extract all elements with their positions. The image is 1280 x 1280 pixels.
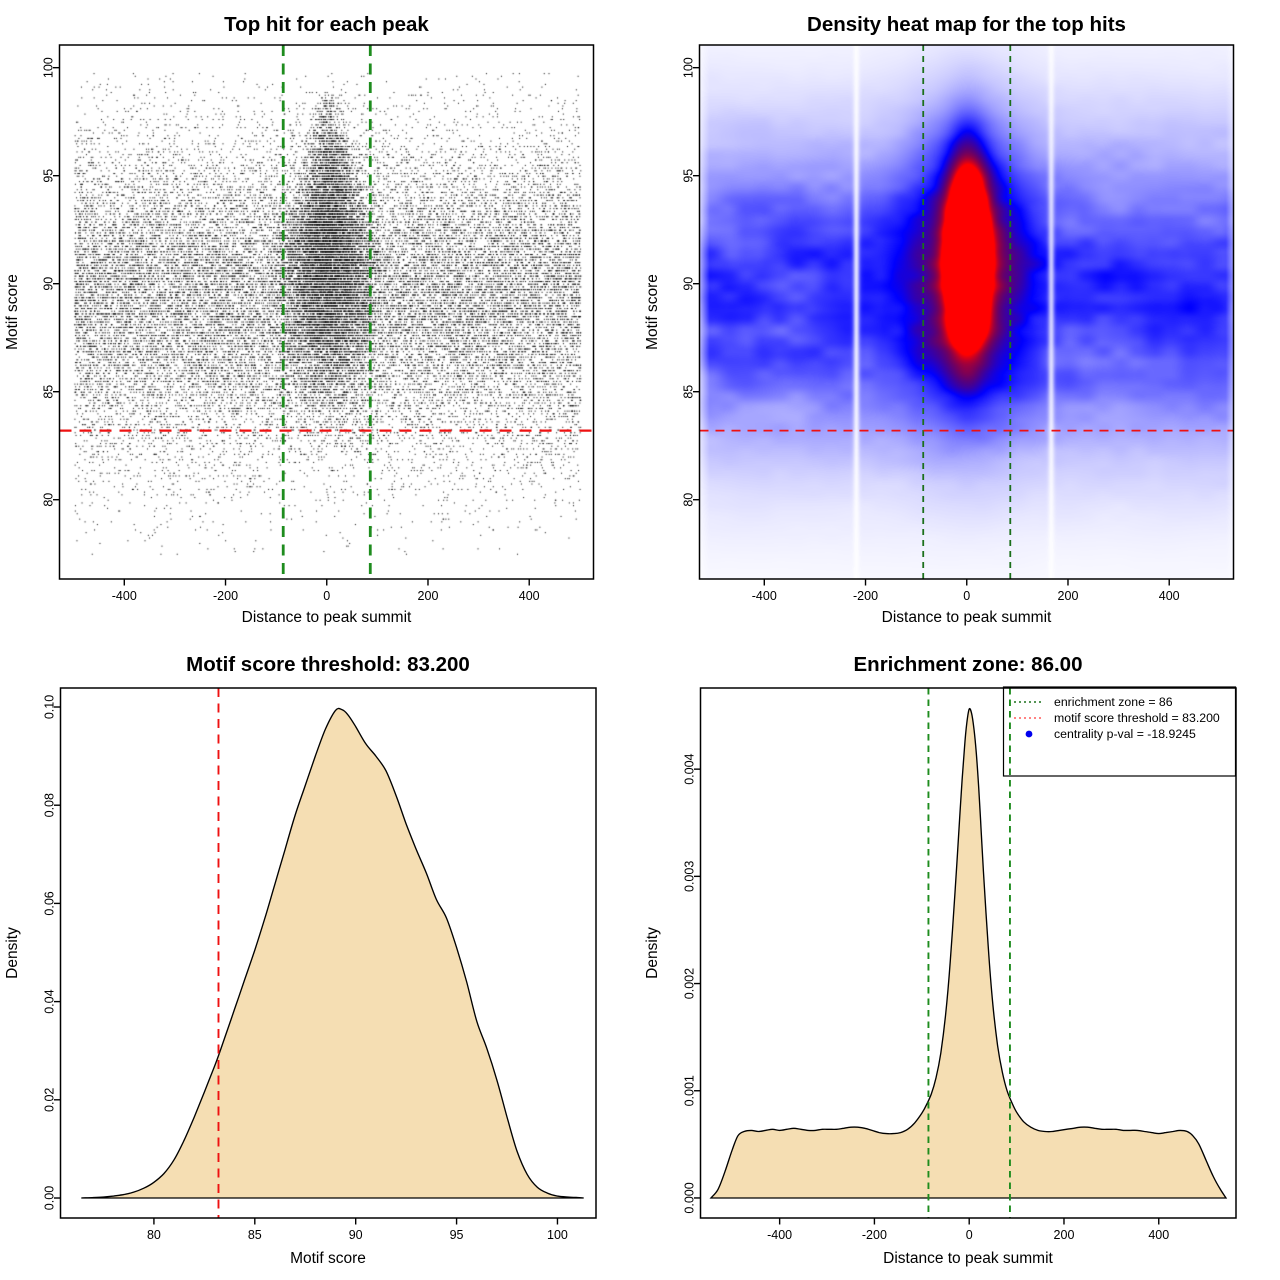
y-tick-label: 95 <box>682 169 696 183</box>
x-tick-label: 200 <box>1058 589 1079 603</box>
x-tick-label: 400 <box>1159 589 1180 603</box>
x-axis-label: Distance to peak summit <box>882 609 1052 626</box>
x-tick-label: 80 <box>147 1228 161 1242</box>
x-tick-label: -400 <box>767 1228 792 1242</box>
x-tick-label: 100 <box>547 1228 568 1242</box>
plot-border <box>58 44 595 580</box>
legend-item-label: centrality p-val = -18.9245 <box>1054 727 1196 741</box>
x-axis: 80 85 90 95 100 <box>147 1218 568 1242</box>
x-tick-label: -200 <box>213 589 238 603</box>
y-tick-label: 0.003 <box>683 861 697 892</box>
x-tick-label: 400 <box>519 589 540 603</box>
density-heatmap-canvas <box>699 45 1234 579</box>
x-axis: -400 -200 0 200 400 <box>767 1218 1169 1242</box>
legend-item-label: enrichment zone = 86 <box>1054 695 1173 709</box>
y-tick-label: 90 <box>42 277 56 291</box>
x-tick-label: 0 <box>963 589 970 603</box>
y-tick-label: 0.001 <box>683 1075 697 1106</box>
panel-title: Density heat map for the top hits <box>807 13 1126 36</box>
x-tick-label: 200 <box>1054 1228 1075 1242</box>
score-density-svg: Motif score threshold: 83.200 Motif scor… <box>4 653 597 1267</box>
y-tick-label: 0.002 <box>683 968 697 999</box>
y-tick-label: 80 <box>42 493 56 507</box>
y-tick-label: 0.08 <box>43 793 57 817</box>
y-axis-label: Motif score <box>644 274 661 350</box>
x-tick-label: 95 <box>450 1228 464 1242</box>
panel-title: Top hit for each peak <box>224 13 429 36</box>
x-axis: -400 -200 0 200 400 <box>112 579 540 603</box>
x-tick-label: -400 <box>112 589 137 603</box>
y-tick-label: 95 <box>42 169 56 183</box>
plot-border <box>698 44 1235 580</box>
y-axis: 80 85 90 95 100 <box>682 57 700 507</box>
y-tick-label: 90 <box>682 277 696 291</box>
y-axis-label: Density <box>644 927 661 979</box>
x-tick-label: 90 <box>349 1228 363 1242</box>
y-tick-label: 85 <box>42 385 56 399</box>
plot-border <box>699 687 1237 1219</box>
y-tick-label: 0.00 <box>43 1186 57 1210</box>
y-tick-label: 0.04 <box>43 989 57 1013</box>
y-axis-label: Motif score <box>4 274 21 350</box>
x-tick-label: 0 <box>966 1228 973 1242</box>
legend-item-label: motif score threshold = 83.200 <box>1054 711 1220 725</box>
y-axis: 80 85 90 95 100 <box>42 57 60 507</box>
y-tick-label: 100 <box>682 57 696 78</box>
x-tick-label: -400 <box>752 589 777 603</box>
scatter-points-canvas <box>59 45 594 579</box>
heatmap-panel: Density heat map for the top hits Distan… <box>640 0 1280 640</box>
distance-density-panel: Enrichment zone: 86.00 Distance to peak … <box>640 640 1280 1280</box>
density-curve <box>81 707 584 1199</box>
x-axis-label: Distance to peak summit <box>242 609 412 626</box>
x-tick-label: 0 <box>323 589 330 603</box>
panel-title: Motif score threshold: 83.200 <box>186 653 470 676</box>
y-tick-label: 0.000 <box>683 1182 697 1213</box>
y-axis: 0.000 0.001 0.002 0.003 0.004 <box>683 753 701 1214</box>
legend-box <box>1002 686 1237 777</box>
y-tick-label: 80 <box>682 493 696 507</box>
y-axis-label: Density <box>4 927 21 979</box>
legend-dot-sample <box>1025 730 1033 738</box>
legend: enrichment zone = 86 motif score threshol… <box>1002 686 1237 777</box>
x-axis: -400 -200 0 200 400 <box>752 579 1180 603</box>
y-axis: 0.00 0.02 0.04 0.06 0.08 0.10 <box>43 695 61 1210</box>
y-tick-label: 0.004 <box>683 753 697 784</box>
x-tick-label: -200 <box>853 589 878 603</box>
x-tick-label: 200 <box>418 589 439 603</box>
distance-density-svg: Enrichment zone: 86.00 Distance to peak … <box>644 653 1237 1267</box>
y-tick-label: 85 <box>682 385 696 399</box>
y-tick-label: 0.10 <box>43 695 57 719</box>
x-axis-label: Distance to peak summit <box>883 1250 1053 1267</box>
density-curve <box>709 707 1228 1199</box>
panel-title: Enrichment zone: 86.00 <box>854 653 1083 676</box>
x-tick-label: 85 <box>248 1228 262 1242</box>
x-axis-label: Motif score <box>290 1250 366 1267</box>
y-tick-label: 0.06 <box>43 891 57 915</box>
y-tick-label: 100 <box>42 57 56 78</box>
score-density-panel: Motif score threshold: 83.200 Motif scor… <box>0 640 640 1280</box>
scatter-axes-svg: Top hit for each peak Distance to peak s… <box>4 13 595 626</box>
heatmap-axes-svg: Density heat map for the top hits Distan… <box>644 13 1235 626</box>
scatter-panel: Top hit for each peak Distance to peak s… <box>0 0 640 640</box>
y-tick-label: 0.02 <box>43 1088 57 1112</box>
x-tick-label: 400 <box>1148 1228 1169 1242</box>
plot-border <box>59 687 597 1219</box>
x-tick-label: -200 <box>862 1228 887 1242</box>
